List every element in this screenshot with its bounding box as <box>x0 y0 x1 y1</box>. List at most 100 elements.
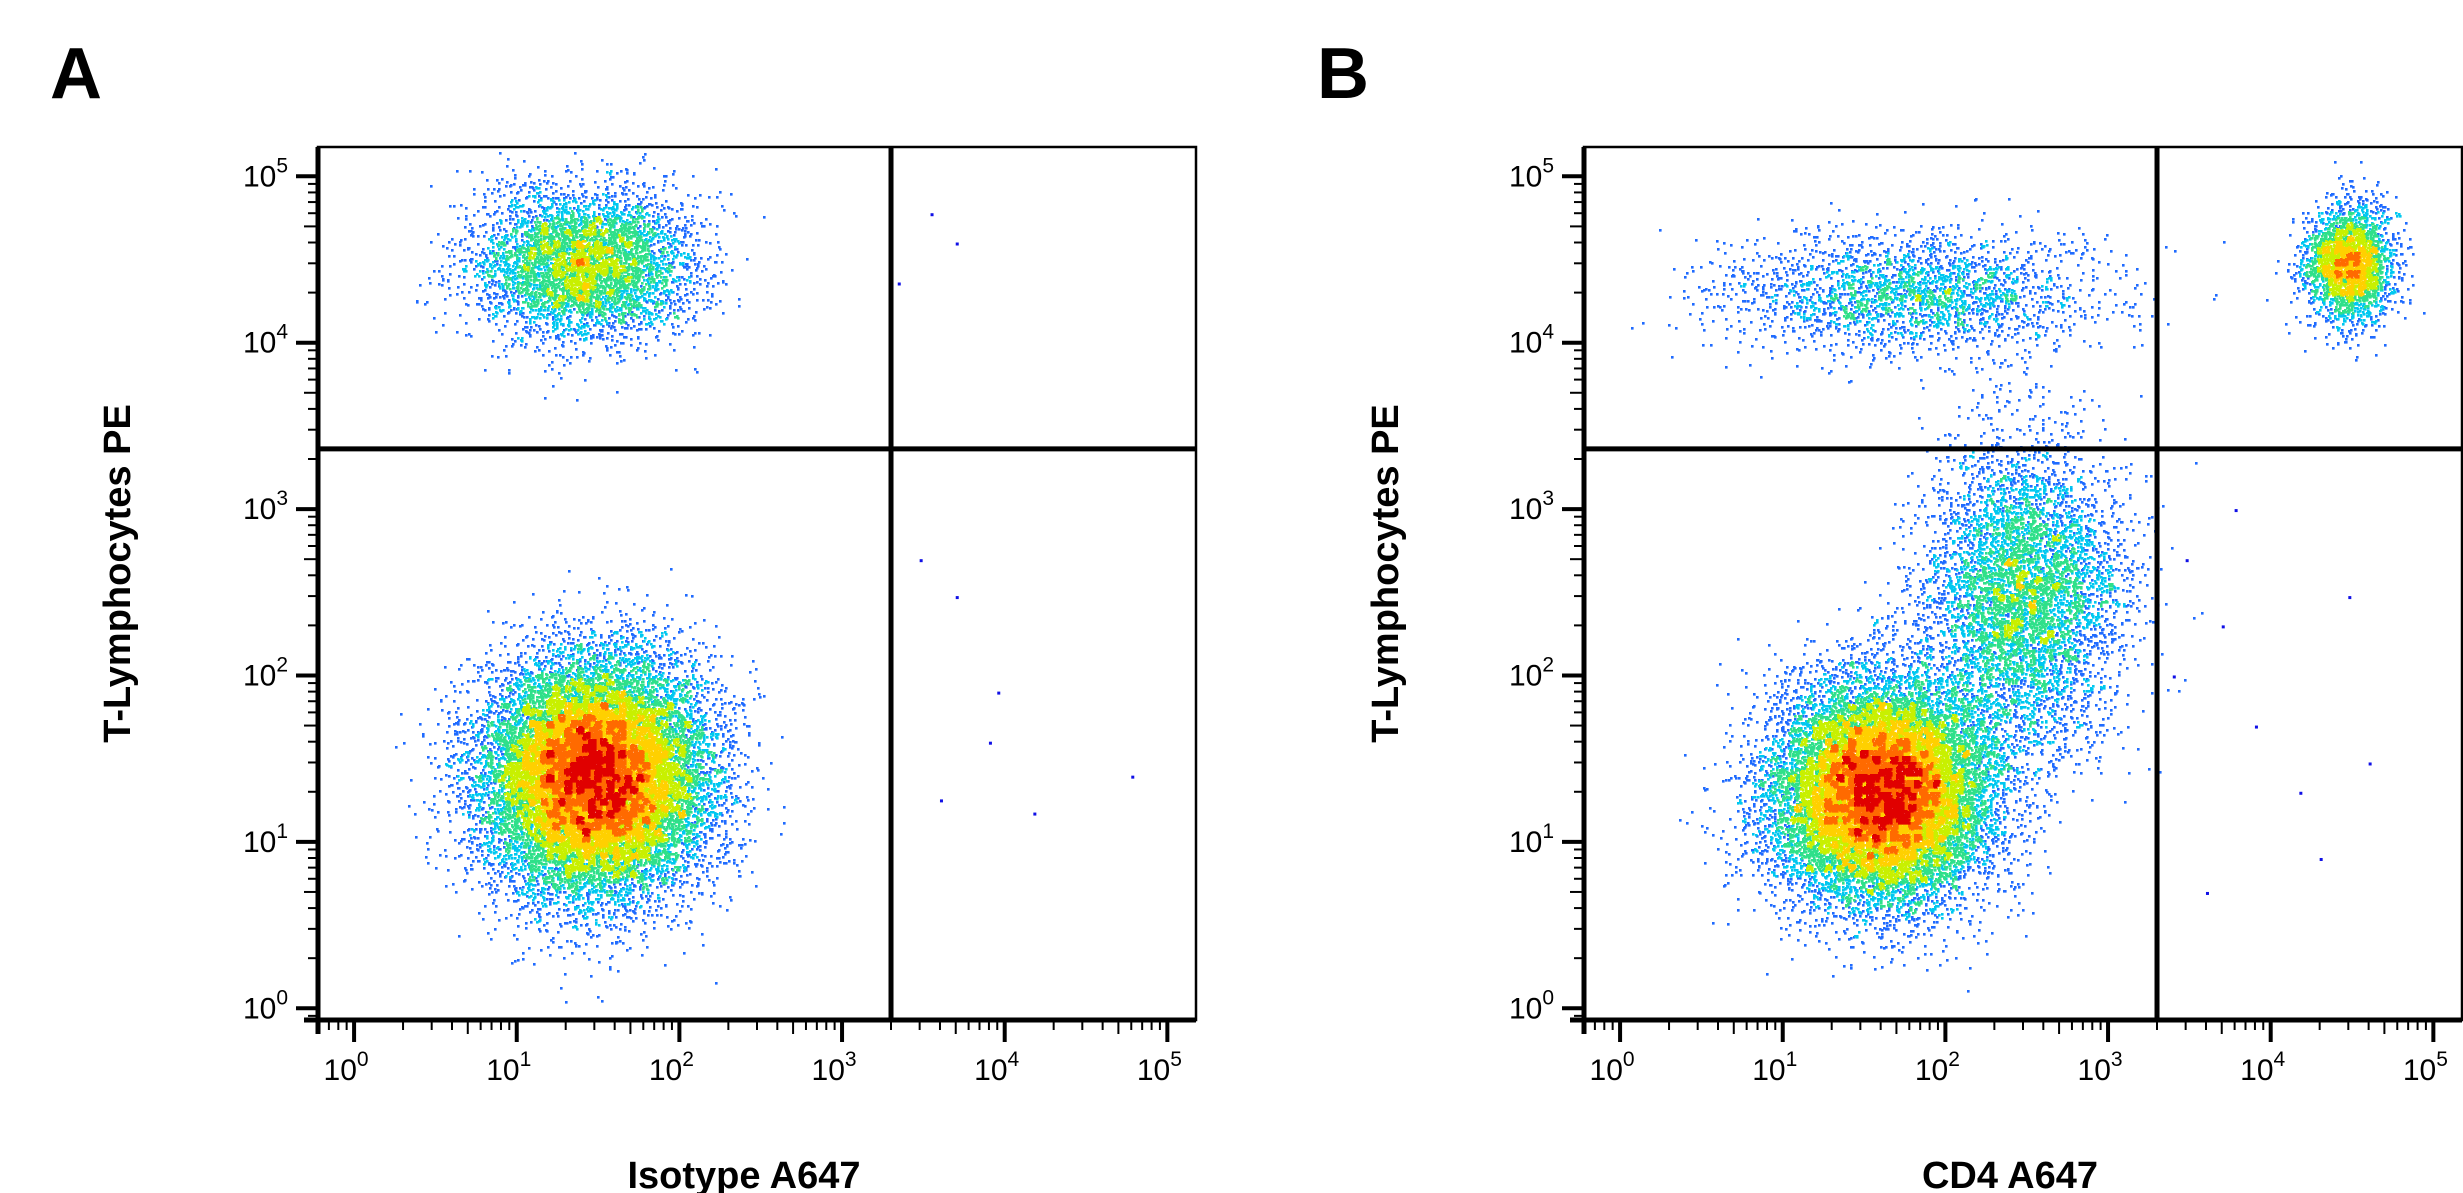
data-points <box>1631 161 2426 993</box>
x-tick-base: 10 <box>2403 1054 2436 1087</box>
x-tick-exp: 1 <box>1786 1048 1798 1071</box>
x-tick-label: 102 <box>649 1048 694 1087</box>
x-tick-base: 10 <box>1915 1054 1948 1087</box>
outlier-point <box>2205 891 2209 895</box>
y-tick-label: 105 <box>243 154 288 193</box>
x-tick-label: 101 <box>1752 1048 1797 1087</box>
x-tick-label: 100 <box>324 1048 369 1087</box>
density-layer-3 <box>1759 211 2390 915</box>
y-tick-label: 101 <box>243 820 288 859</box>
x-tick-exp: 5 <box>2436 1048 2448 1071</box>
x-tick-exp: 2 <box>1948 1048 1960 1071</box>
y-tick-exp: 0 <box>276 986 288 1009</box>
y-tick-base: 10 <box>243 992 276 1025</box>
x-tick-base: 10 <box>649 1054 682 1087</box>
outlier-point <box>1033 812 1037 816</box>
y-tick-label: 103 <box>1509 487 1554 526</box>
y-axis-title: T-Lymphocytes PE <box>1365 404 1407 743</box>
y-tick-exp: 0 <box>1542 986 1554 1009</box>
x-tick-label: 104 <box>2240 1048 2285 1087</box>
x-tick-label: 104 <box>974 1048 1019 1087</box>
outlier-point <box>897 282 901 286</box>
y-tick-label: 100 <box>243 986 288 1025</box>
outlier-point <box>997 691 1001 695</box>
density-layer-7 <box>1836 750 1941 843</box>
panel-letter: A <box>50 34 102 114</box>
x-tick-exp: 4 <box>2274 1048 2286 1071</box>
panel-letter: B <box>1317 34 1369 114</box>
x-tick-label: 105 <box>2403 1048 2448 1087</box>
outlier-point <box>2299 791 2303 795</box>
y-tick-base: 10 <box>243 826 276 859</box>
x-tick-exp: 5 <box>1170 1048 1182 1071</box>
x-tick-label: 100 <box>1590 1048 1635 1087</box>
x-tick-exp: 3 <box>845 1048 857 1071</box>
y-tick-label: 104 <box>1509 321 1554 360</box>
y-tick-exp: 3 <box>1542 487 1554 510</box>
plot-frame <box>316 145 1198 1022</box>
outlier-point <box>2185 559 2189 563</box>
y-tick-label: 105 <box>1509 154 1554 193</box>
outlier-point <box>988 741 992 745</box>
density-layer-5 <box>1794 235 2379 873</box>
y-tick-exp: 1 <box>1542 820 1554 843</box>
density-layer-6 <box>540 258 657 843</box>
y-tick-exp: 2 <box>276 653 288 676</box>
y-tick-base: 10 <box>1509 493 1542 526</box>
y-tick-base: 10 <box>243 493 276 526</box>
x-tick-base: 10 <box>1590 1054 1623 1087</box>
y-tick-label: 101 <box>1509 820 1554 859</box>
x-tick-label: 105 <box>1137 1048 1182 1087</box>
data-points <box>395 152 1135 1004</box>
x-axis-title: CD4 A647 <box>1922 1155 2098 1193</box>
y-tick-label: 102 <box>1509 653 1554 692</box>
x-tick-label: 103 <box>2078 1048 2123 1087</box>
outlier-point <box>2368 762 2372 766</box>
x-tick-exp: 1 <box>520 1048 532 1071</box>
y-tick-base: 10 <box>1509 992 1542 1025</box>
y-tick-exp: 2 <box>1542 653 1554 676</box>
x-axis-title: Isotype A647 <box>627 1155 860 1193</box>
outlier-point <box>2319 857 2323 861</box>
y-tick-exp: 5 <box>1542 154 1554 177</box>
x-tick-base: 10 <box>324 1054 357 1087</box>
outlier-point <box>955 596 959 600</box>
x-tick-exp: 4 <box>1008 1048 1020 1071</box>
y-tick-base: 10 <box>1509 160 1542 193</box>
y-tick-base: 10 <box>243 659 276 692</box>
x-tick-exp: 3 <box>2111 1048 2123 1071</box>
outlier-point <box>955 242 959 246</box>
y-tick-exp: 5 <box>276 154 288 177</box>
y-axis-title: T-Lymphocytes PE <box>97 404 139 743</box>
y-tick-exp: 4 <box>1542 321 1554 344</box>
x-tick-base: 10 <box>486 1054 519 1087</box>
outlier-point <box>2348 596 2352 600</box>
density-layer-2 <box>1737 200 2402 939</box>
density-layer-7 <box>546 726 645 837</box>
y-tick-base: 10 <box>243 160 276 193</box>
x-tick-label: 101 <box>486 1048 531 1087</box>
y-tick-exp: 3 <box>276 487 288 510</box>
y-tick-base: 10 <box>243 327 276 360</box>
outlier-point <box>930 213 934 217</box>
density-layer-4 <box>498 216 693 879</box>
outlier-point <box>2234 509 2238 513</box>
x-tick-exp: 0 <box>357 1048 369 1071</box>
x-tick-base: 10 <box>1752 1054 1785 1087</box>
x-tick-exp: 0 <box>1623 1048 1635 1071</box>
y-tick-label: 100 <box>1509 986 1554 1025</box>
y-tick-exp: 1 <box>276 820 288 843</box>
y-tick-base: 10 <box>1509 327 1542 360</box>
y-tick-label: 103 <box>243 487 288 526</box>
outlier-point <box>939 799 943 803</box>
x-tick-label: 103 <box>812 1048 857 1087</box>
outlier-point <box>2254 725 2258 729</box>
x-tick-base: 10 <box>2078 1054 2111 1087</box>
y-tick-base: 10 <box>1509 826 1542 859</box>
x-tick-base: 10 <box>812 1054 845 1087</box>
density-layer-3 <box>475 205 723 897</box>
x-tick-base: 10 <box>1137 1054 1170 1087</box>
